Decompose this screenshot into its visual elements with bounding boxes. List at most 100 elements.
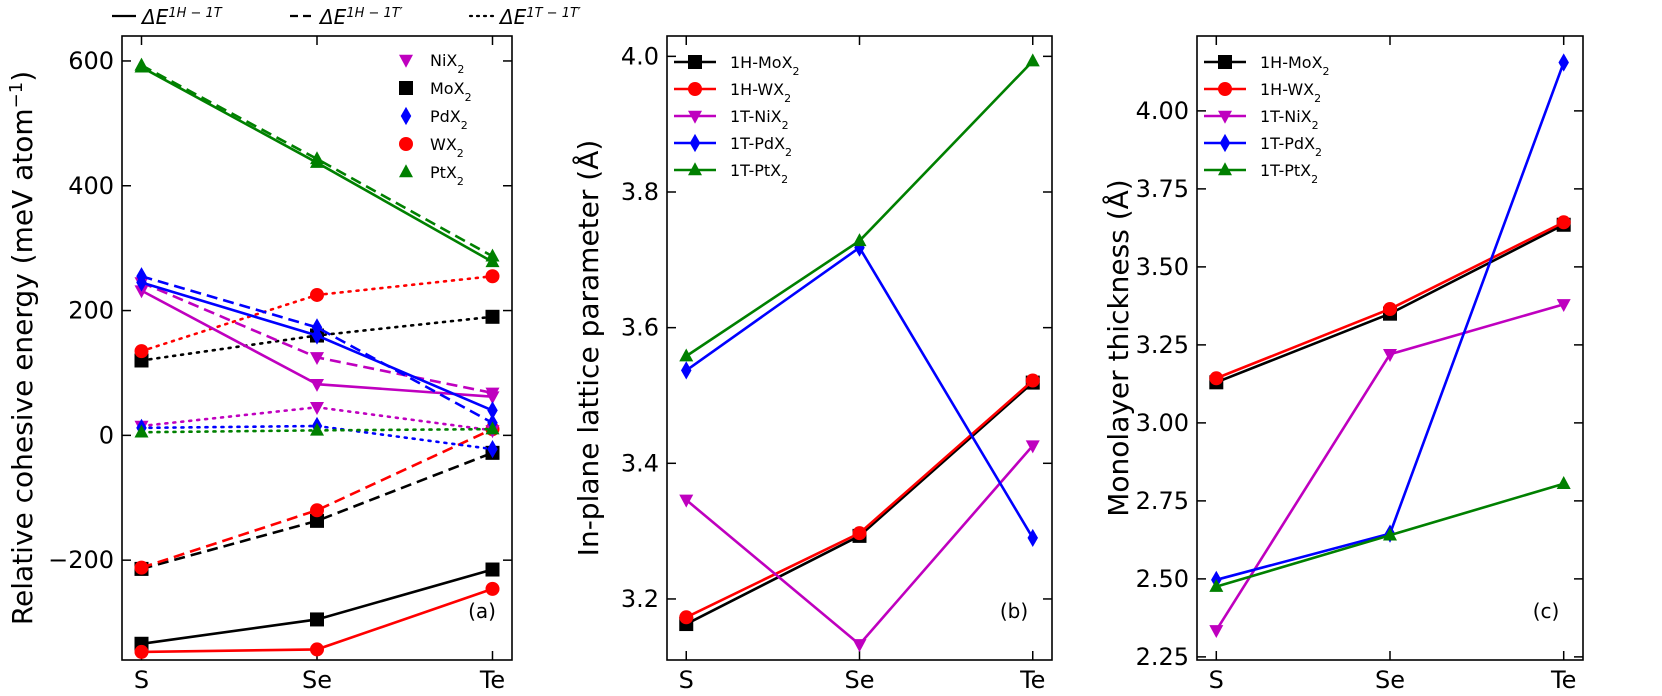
legend-marker bbox=[399, 164, 413, 177]
data-point bbox=[853, 639, 867, 652]
legend-marker bbox=[690, 134, 701, 152]
top-legend-label: ΔE1T − 1T′ bbox=[498, 5, 581, 29]
panel-a-tag: (a) bbox=[468, 599, 496, 623]
data-point bbox=[679, 610, 693, 624]
legend-marker bbox=[1220, 134, 1231, 152]
y-tick-label: 200 bbox=[68, 297, 114, 325]
data-point bbox=[1209, 625, 1223, 638]
x-tick-label: Se bbox=[1375, 666, 1405, 694]
data-point bbox=[486, 582, 500, 596]
data-point bbox=[135, 425, 149, 438]
data-point bbox=[1557, 476, 1571, 489]
x-tick-label: Se bbox=[845, 666, 875, 694]
panel-b-tag: (b) bbox=[1000, 599, 1028, 623]
y-tick-label: 3.00 bbox=[1136, 409, 1189, 437]
y-tick-label: 4.0 bbox=[621, 42, 659, 70]
legend-label: NiX2 bbox=[430, 51, 464, 76]
y-tick-label: 4.00 bbox=[1136, 97, 1189, 125]
panel-a-y-axis-label: Relative cohesive energy (meV atom−1) bbox=[6, 71, 40, 625]
top-legend-label: ΔE1H − 1T bbox=[140, 5, 223, 29]
data-point bbox=[310, 288, 324, 302]
data-point bbox=[486, 310, 500, 324]
legend-label: 1H-MoX2 bbox=[1260, 53, 1330, 78]
panel-c-frame bbox=[1197, 36, 1583, 660]
figure: ΔE1H − 1T ΔE1H − 1T′ ΔE1T − 1T′ 600 400 200 0… bbox=[0, 0, 1662, 696]
data-point bbox=[1026, 53, 1040, 66]
y-tick-label: 600 bbox=[68, 47, 114, 75]
x-tick-label: Se bbox=[302, 666, 332, 694]
data-point bbox=[310, 423, 324, 436]
legend-marker bbox=[399, 55, 413, 68]
y-tick-label: 3.2 bbox=[621, 585, 659, 613]
x-tick-label: S bbox=[679, 666, 694, 694]
series-line bbox=[686, 381, 1033, 618]
panel-b-y-axis-label: In-plane lattice parameter (Å) bbox=[571, 140, 605, 557]
data-point bbox=[135, 58, 149, 71]
legend-label: 1T-NiX2 bbox=[1260, 107, 1319, 132]
legend-marker bbox=[399, 137, 413, 151]
legend-label: PtX2 bbox=[430, 163, 464, 188]
y-tick-label: 2.75 bbox=[1136, 487, 1189, 515]
panel-c: 2.25 2.50 2.75 3.00 3.25 3.50 3.75 4.00 S Se Te 1H… bbox=[1101, 36, 1583, 694]
legend-label: 1H-MoX2 bbox=[730, 53, 800, 78]
y-tick-label: −200 bbox=[48, 546, 114, 574]
data-point bbox=[1557, 215, 1571, 229]
data-point bbox=[310, 402, 324, 415]
data-point bbox=[135, 645, 149, 659]
data-point bbox=[310, 612, 324, 626]
series-line bbox=[686, 61, 1033, 356]
legend-label: 1T-PtX2 bbox=[730, 161, 788, 186]
legend-label: 1T-PdX2 bbox=[1260, 134, 1322, 159]
legend-label: WX2 bbox=[430, 135, 464, 160]
data-point bbox=[679, 348, 693, 361]
y-tick-label: 0 bbox=[99, 421, 114, 449]
data-point bbox=[486, 269, 500, 283]
series-line bbox=[142, 429, 493, 568]
legend-marker bbox=[1218, 82, 1232, 96]
panel-b: 3.2 3.4 3.6 3.8 4.0 S Se Te 1H-MoX21H-WX21T-NiX… bbox=[571, 36, 1052, 694]
legend-label: 1H-WX2 bbox=[1260, 80, 1321, 105]
data-point bbox=[135, 344, 149, 358]
data-point bbox=[1383, 302, 1397, 316]
data-point bbox=[310, 642, 324, 656]
data-point bbox=[486, 563, 500, 577]
top-legend-label: ΔE1H − 1T′ bbox=[318, 5, 403, 29]
y-tick-label: 3.50 bbox=[1136, 253, 1189, 281]
legend-marker bbox=[1218, 55, 1232, 69]
panel-c-y-axis-label: Monolayer thickness (Å) bbox=[1101, 179, 1135, 516]
x-tick-label: Te bbox=[1550, 666, 1576, 694]
panel-a-legend: NiX2MoX2PdX2WX2PtX2 bbox=[399, 51, 472, 188]
x-tick-label: Te bbox=[479, 666, 505, 694]
legend-label: 1T-NiX2 bbox=[730, 107, 789, 132]
y-tick-label: 2.50 bbox=[1136, 565, 1189, 593]
legend-label: 1T-PtX2 bbox=[1260, 161, 1318, 186]
legend-marker bbox=[399, 81, 413, 95]
panel-c-legend: 1H-MoX21H-WX21T-NiX21T-PdX21T-PtX2 bbox=[1204, 53, 1330, 186]
series-line bbox=[686, 248, 1033, 538]
legend-label: 1T-PdX2 bbox=[730, 134, 792, 159]
data-point bbox=[681, 361, 692, 379]
y-tick-label: 3.4 bbox=[621, 449, 659, 477]
data-point bbox=[1026, 374, 1040, 388]
x-tick-label: Te bbox=[1019, 666, 1045, 694]
x-tick-label: S bbox=[1209, 666, 1224, 694]
data-point bbox=[1209, 371, 1223, 385]
y-tick-label: 3.25 bbox=[1136, 331, 1189, 359]
y-tick-label: 3.75 bbox=[1136, 175, 1189, 203]
legend-marker bbox=[688, 55, 702, 69]
y-tick-label: 3.6 bbox=[621, 314, 659, 342]
data-point bbox=[486, 249, 500, 262]
y-tick-label: 3.8 bbox=[621, 178, 659, 206]
data-point bbox=[310, 503, 324, 517]
data-point bbox=[853, 526, 867, 540]
y-tick-label: 400 bbox=[68, 172, 114, 200]
legend-label: PdX2 bbox=[430, 107, 468, 132]
data-point bbox=[135, 561, 149, 575]
y-tick-label: 2.25 bbox=[1136, 643, 1189, 671]
legend-marker bbox=[688, 82, 702, 96]
series-line bbox=[686, 446, 1033, 645]
panel-b-frame bbox=[667, 36, 1052, 660]
panel-c-tag: (c) bbox=[1533, 599, 1560, 623]
